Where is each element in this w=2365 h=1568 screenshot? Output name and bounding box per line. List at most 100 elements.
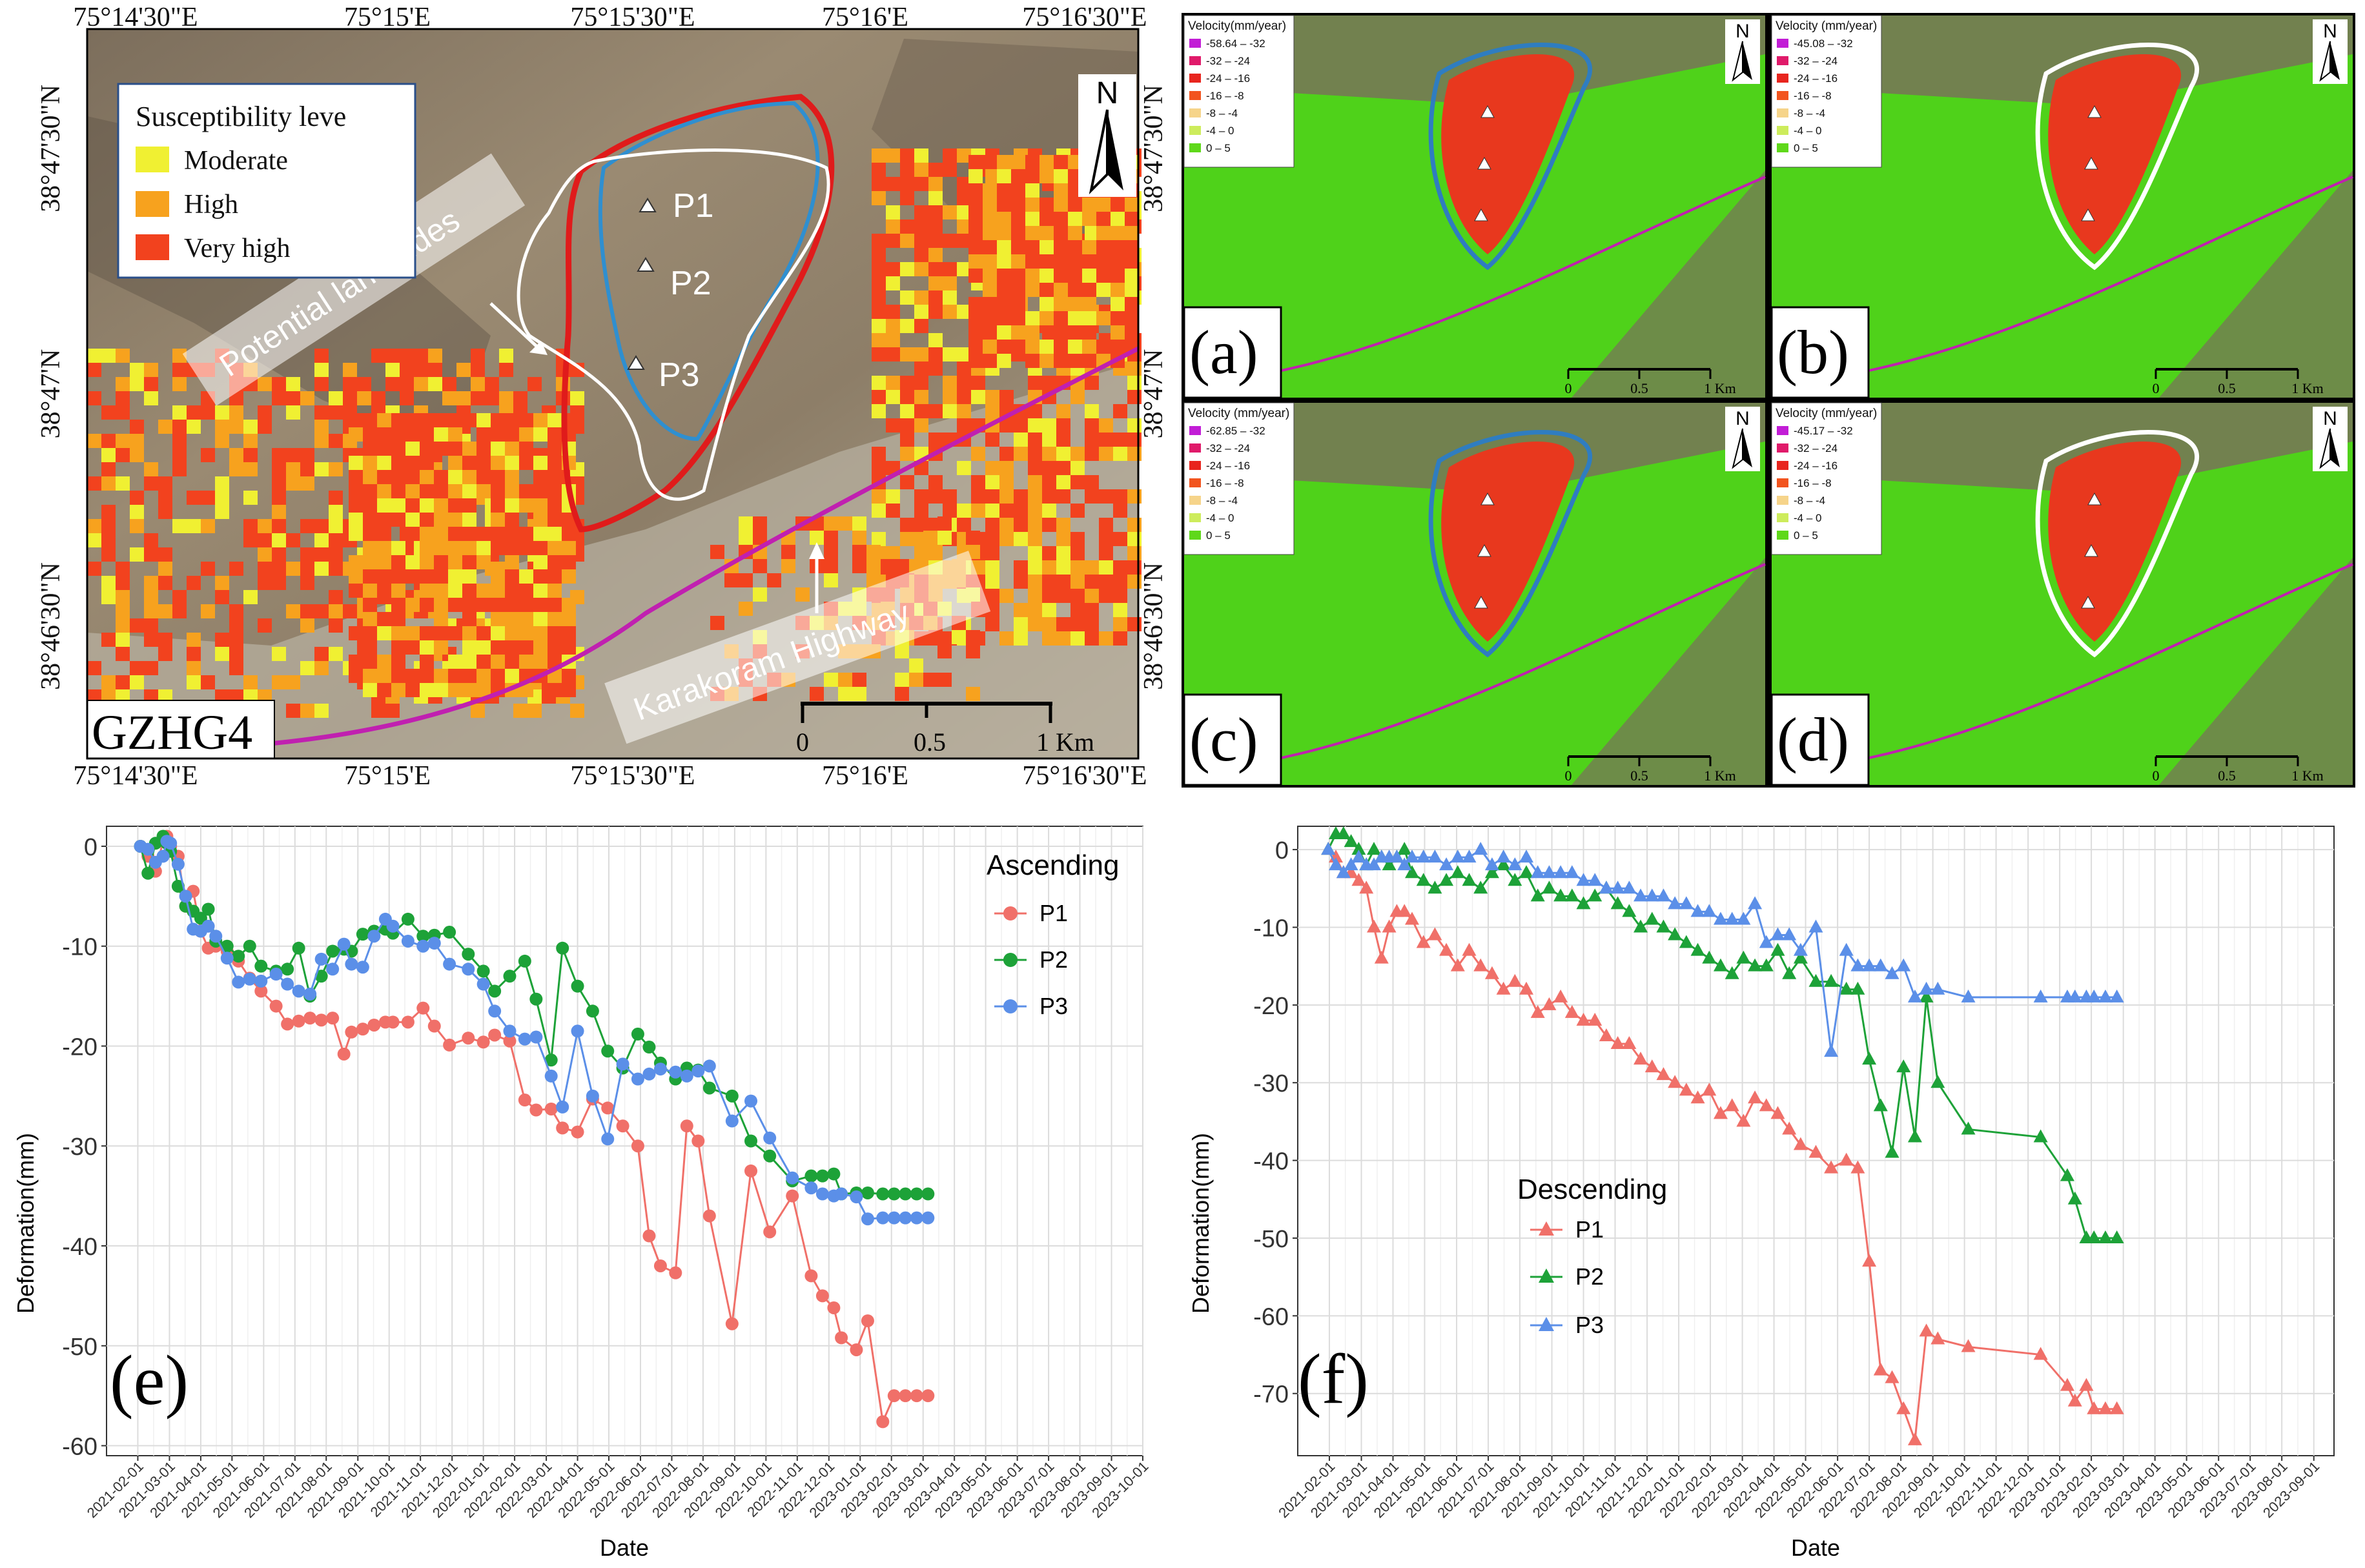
susceptibility-cell [1111,240,1125,254]
susceptibility-cell [491,484,505,498]
data-point-p1 [744,1164,758,1177]
data-point-p1 [571,1125,584,1139]
scale-label: 0 [1565,380,1572,396]
susceptibility-cell [1025,212,1039,226]
susceptibility-cell [158,491,172,505]
susceptibility-cell [1096,311,1111,325]
susceptibility-cell [957,376,971,390]
susceptibility-cell [1056,489,1070,504]
susceptibility-cell [1054,155,1068,169]
susceptibility-cell [349,527,363,541]
data-point-p1 [1564,1004,1579,1018]
data-point-p3 [850,1190,863,1204]
susceptibility-cell [1113,631,1127,646]
susceptibility-cell [491,470,505,484]
susceptibility-cell [724,573,739,587]
data-point-p1 [529,1103,543,1117]
susceptibility-cell [377,612,391,626]
susceptibility-cell [533,598,548,612]
susceptibility-cell [144,661,158,675]
susceptibility-cell [928,333,943,347]
susceptibility-cell [1070,546,1085,560]
data-point-p3 [1748,896,1763,910]
susceptibility-cell [971,376,985,390]
data-point-p1 [1885,1370,1899,1383]
susceptibility-cell [1125,254,1139,269]
data-point-p1 [725,1317,739,1330]
susceptibility-cell [116,391,130,405]
susceptibility-cell [420,626,434,640]
data-point-p3 [345,957,358,971]
susceptibility-cell [349,569,363,584]
legend-label-p1: P1 [1575,1216,1604,1243]
susceptibility-cell [1054,354,1068,368]
susceptibility-cell [1014,603,1028,617]
data-point-p2 [1930,1075,1945,1088]
susceptibility-cell [405,640,420,655]
data-point-p1 [1679,1083,1694,1096]
point-p1-marker [2087,105,2102,118]
data-point-p2 [725,1089,739,1103]
data-point-p2 [1873,1098,1888,1112]
data-point-p1 [1542,997,1557,1010]
susceptibility-cell [957,390,971,404]
susceptibility-cell [1054,340,1068,354]
data-point-p3 [1496,850,1511,863]
susceptibility-cell [1011,240,1025,254]
susceptibility-cell [1014,418,1028,433]
susceptibility-cell [886,489,900,504]
susceptibility-cell [519,626,533,640]
susceptibility-cell [739,531,753,545]
bottom-tick-5: 75°16'30"E [1022,761,1147,791]
data-point-p3 [416,939,430,953]
susceptibility-cell [363,442,377,456]
susceptibility-cell [533,584,548,598]
susceptibility-cell [448,555,462,569]
susceptibility-cell [997,240,1011,254]
data-point-p2 [1770,942,1785,956]
susceptibility-cell [229,604,243,618]
y-tick-label: -60 [62,1434,97,1461]
susceptibility-cell [968,340,983,354]
susceptibility-cell [895,559,909,573]
susceptibility-cell [533,498,548,513]
data-point-p2 [1344,834,1358,848]
data-point-p1 [1382,919,1397,933]
susceptibility-cell [349,626,363,640]
north-label: N [1735,408,1750,429]
data-point-p1 [1896,1401,1911,1414]
susceptibility-cell [272,491,286,505]
susceptibility-cell [343,391,357,405]
data-point-p3 [326,962,340,976]
susceptibility-cell [519,498,533,513]
data-point-p1 [763,1225,777,1239]
susceptibility-cell [505,612,519,626]
data-point-p3 [1736,911,1751,925]
susceptibility-cell [1025,169,1039,183]
susceptibility-cell [985,489,999,504]
susceptibility-cell [428,377,442,391]
susceptibility-cell [349,470,363,484]
susceptibility-cell [533,513,548,527]
terrain-right [1572,170,1765,398]
susceptibility-cell [329,604,343,618]
susceptibility-cell [101,633,116,647]
data-point-p3 [1508,857,1522,871]
susceptibility-cell [562,598,576,612]
y-tick-label: -10 [62,934,97,961]
susceptibility-cell [420,498,434,513]
susceptibility-cell [1011,340,1025,354]
susceptibility-cell [1125,311,1139,325]
susceptibility-cell [243,590,258,604]
susceptibility-cell [144,363,158,377]
susceptibility-cell [997,325,1011,340]
susceptibility-cell [1056,617,1070,631]
susceptibility-cell [391,584,405,598]
data-point-p3 [1428,850,1442,863]
susceptibility-cell [405,498,420,513]
susceptibility-cell [1082,269,1096,283]
susceptibility-cell [900,290,914,305]
susceptibility-cell [1054,212,1068,226]
landslide-outline [1428,430,1592,658]
susceptibility-cell [428,363,442,377]
